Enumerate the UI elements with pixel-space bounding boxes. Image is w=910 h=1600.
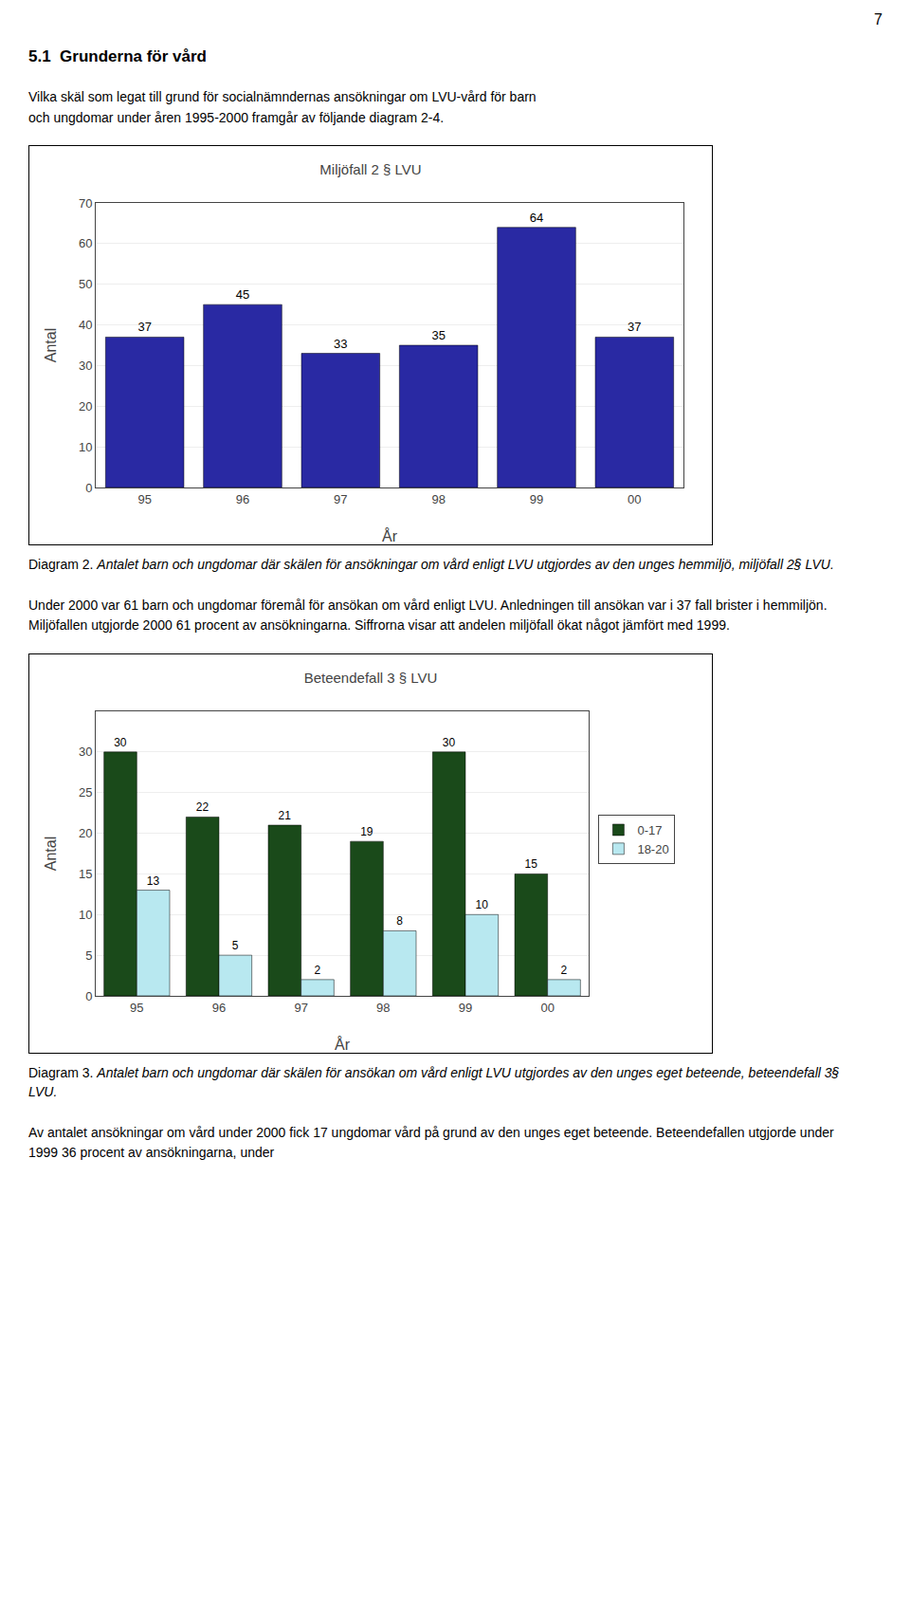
html-text:Diagram 2. Antalet barn och un: Diagram 2. Antalet barn och ungdomar där… bbox=[28, 556, 834, 572]
svg-text:Miljöfall 2 § LVU: Miljöfall 2 § LVU bbox=[319, 161, 421, 178]
svg-text:95: 95 bbox=[129, 1000, 144, 1015]
svg-text:Antal: Antal bbox=[42, 836, 59, 871]
svg-text:20: 20 bbox=[78, 825, 92, 840]
svg-text:35: 35 bbox=[431, 327, 445, 343]
svg-text:13: 13 bbox=[146, 873, 161, 888]
svg-text:10: 10 bbox=[78, 439, 92, 455]
svg-text:0: 0 bbox=[85, 480, 92, 495]
html-text:Av antalet ansökningar om vård: Av antalet ansökningar om vård under 200… bbox=[28, 1123, 838, 1160]
svg-text:22: 22 bbox=[196, 800, 210, 814]
svg-text:15: 15 bbox=[524, 856, 538, 871]
svg-text:45: 45 bbox=[236, 288, 250, 303]
svg-text:0-17: 0-17 bbox=[637, 822, 662, 838]
svg-text:8: 8 bbox=[396, 913, 403, 928]
svg-text:98: 98 bbox=[431, 491, 445, 507]
html-text:Under 2000 var 61 barn och ung: Under 2000 var 61 barn och ungdomar före… bbox=[28, 596, 831, 633]
svg-text:99: 99 bbox=[529, 491, 544, 507]
svg-text:00: 00 bbox=[540, 1000, 554, 1015]
svg-text:Beteendefall 3 § LVU: Beteendefall 3 § LVU bbox=[304, 669, 438, 686]
html-text:5.1 Grunderna för vård: 5.1 Grunderna för vård bbox=[28, 47, 207, 66]
svg-text:40: 40 bbox=[78, 317, 92, 332]
html-text:Vilka skäl som legat till grun: Vilka skäl som legat till grund för soci… bbox=[28, 89, 537, 125]
svg-text:70: 70 bbox=[78, 196, 92, 211]
svg-text:95: 95 bbox=[137, 491, 151, 507]
svg-text:År: År bbox=[382, 527, 399, 545]
svg-text:96: 96 bbox=[212, 1000, 226, 1015]
svg-text:20: 20 bbox=[78, 399, 92, 414]
svg-text:25: 25 bbox=[78, 784, 92, 800]
svg-text:97: 97 bbox=[293, 1000, 308, 1015]
svg-text:96: 96 bbox=[236, 491, 250, 507]
svg-text:15: 15 bbox=[78, 866, 92, 881]
svg-text:5: 5 bbox=[232, 938, 239, 952]
svg-text:30: 30 bbox=[442, 735, 456, 749]
svg-text:0: 0 bbox=[85, 988, 92, 1003]
svg-text:2: 2 bbox=[561, 963, 568, 977]
svg-text:37: 37 bbox=[137, 320, 151, 335]
svg-text:99: 99 bbox=[458, 1000, 473, 1015]
svg-text:50: 50 bbox=[78, 277, 92, 292]
svg-text:30: 30 bbox=[113, 735, 128, 749]
svg-text:37: 37 bbox=[627, 320, 641, 335]
svg-text:60: 60 bbox=[78, 236, 92, 252]
svg-text:19: 19 bbox=[360, 824, 374, 838]
svg-text:År: År bbox=[334, 1035, 351, 1053]
svg-text:2: 2 bbox=[314, 963, 322, 977]
html-text:Diagram 3. Antalet barn och un: Diagram 3. Antalet barn och ungdomar där… bbox=[28, 1064, 843, 1099]
svg-text:00: 00 bbox=[627, 491, 641, 507]
svg-text:21: 21 bbox=[277, 808, 292, 822]
svg-text:10: 10 bbox=[474, 897, 489, 911]
svg-text:33: 33 bbox=[333, 336, 347, 351]
svg-text:5: 5 bbox=[85, 947, 92, 963]
svg-text:10: 10 bbox=[78, 907, 92, 922]
svg-text:Antal: Antal bbox=[42, 327, 59, 363]
svg-text:97: 97 bbox=[333, 491, 347, 507]
svg-text:64: 64 bbox=[529, 210, 544, 225]
html-text:7: 7 bbox=[874, 11, 883, 28]
svg-text:98: 98 bbox=[376, 1000, 390, 1015]
svg-text:30: 30 bbox=[78, 744, 92, 759]
svg-text:30: 30 bbox=[78, 358, 92, 373]
svg-text:18-20: 18-20 bbox=[637, 841, 669, 856]
